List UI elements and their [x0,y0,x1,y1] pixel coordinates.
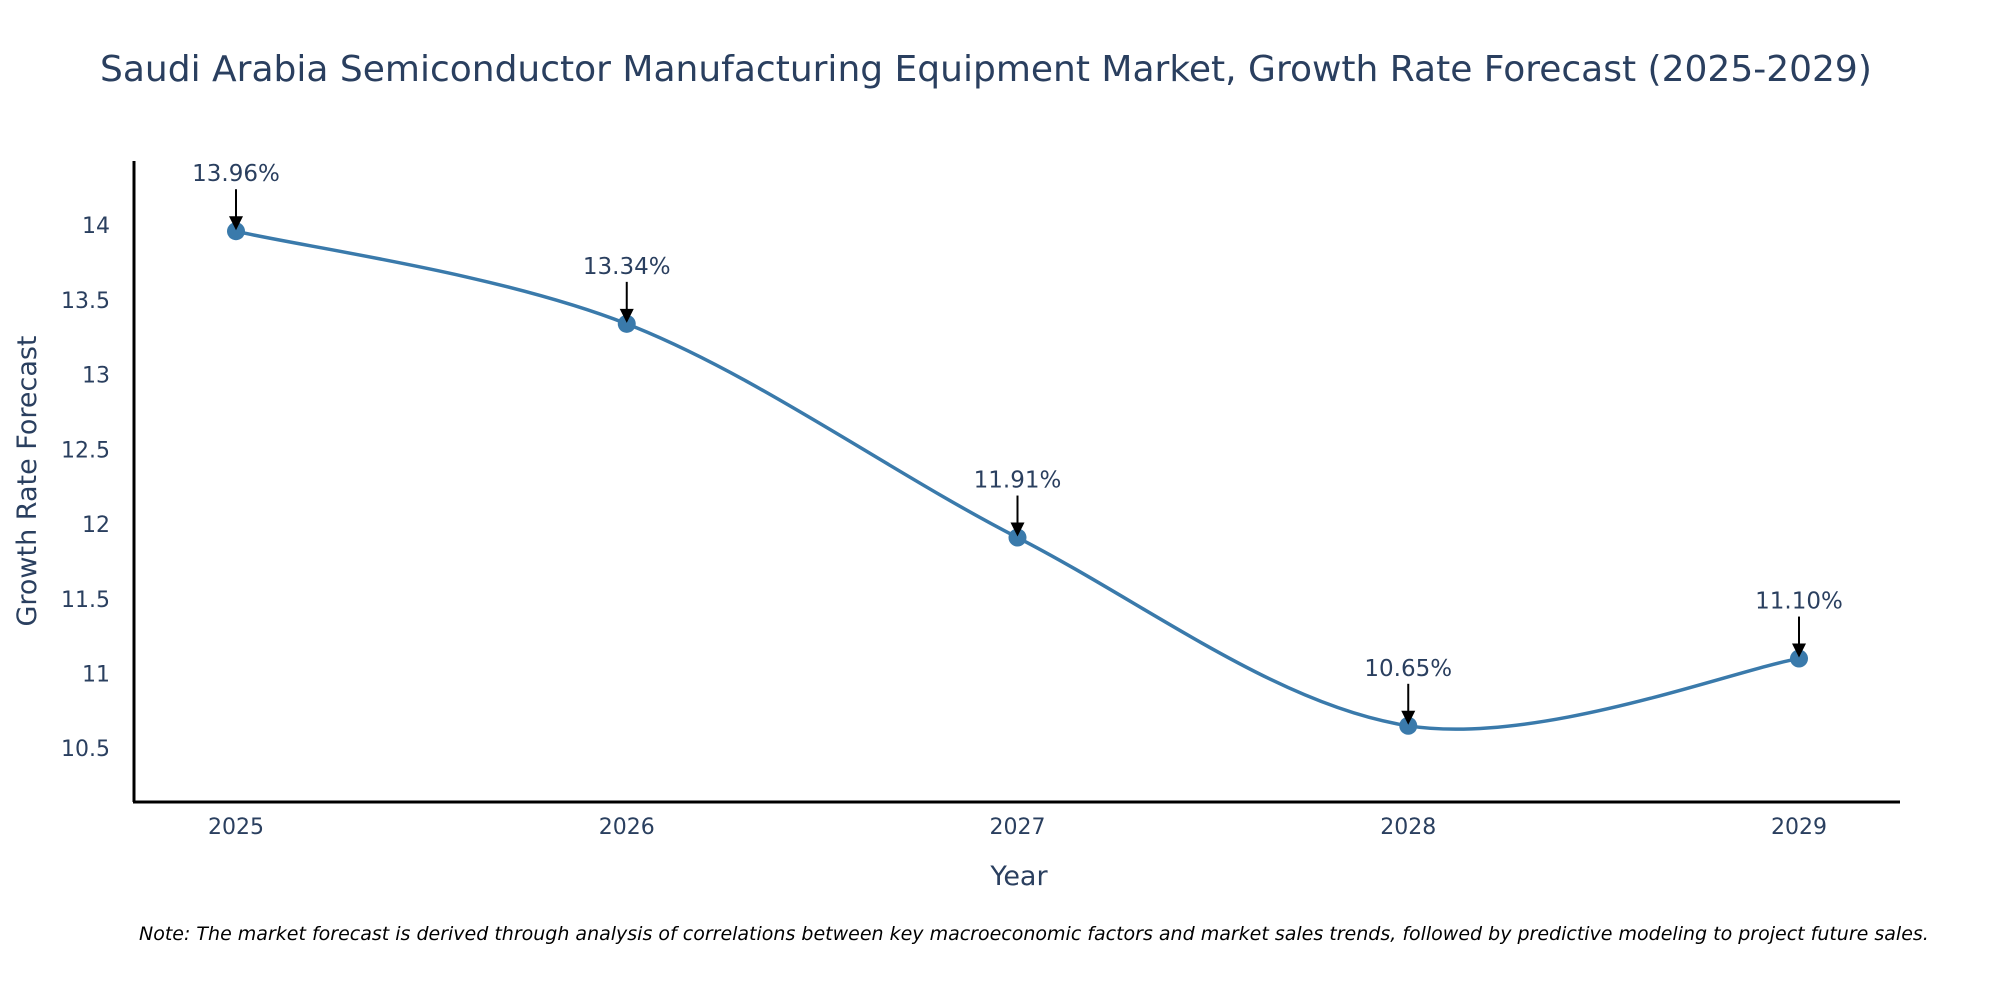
y-tick-label: 12 [82,513,110,538]
chart-note: Note: The market forecast is derived thr… [139,923,1929,945]
annotation-arrow-head [1792,643,1806,658]
y-axis-ticks: 10.5 11 11.5 12 12.5 13 13.5 14 [61,214,110,762]
data-label: 10.65% [1364,656,1452,682]
x-axis-ticks: 2025 2026 2027 2028 2029 [208,815,1827,840]
y-tick-label: 10.5 [61,737,110,762]
y-tick-label: 13.5 [61,289,110,314]
data-label: 11.10% [1755,589,1843,615]
data-point [1399,716,1418,735]
data-label: 13.96% [192,161,280,187]
y-axis-label: Growth Rate Forecast [12,335,43,626]
x-tick-label: 2029 [1771,815,1827,840]
annotation-arrow-head [619,308,634,323]
data-annotations: 13.96% 13.34% 11.91% 10.65% 11.10% [192,161,1843,725]
data-point [1790,649,1808,668]
y-tick-label: 13 [82,364,110,389]
chart-title: Saudi Arabia Semiconductor Manufacturing… [100,49,1872,90]
x-tick-label: 2027 [990,815,1046,840]
y-tick-label: 14 [82,214,110,239]
data-point [227,222,245,241]
x-tick-label: 2026 [599,815,655,840]
y-tick-label: 12.5 [61,438,110,463]
y-tick-label: 11.5 [61,588,110,613]
data-point [1008,528,1027,547]
y-tick-label: 11 [82,663,110,688]
data-label: 13.34% [583,254,671,280]
x-tick-label: 2025 [208,815,264,840]
x-axis-label: Year [989,861,1048,892]
x-tick-label: 2028 [1380,815,1436,840]
data-markers [227,222,1808,735]
annotation-arrow-head [229,216,243,231]
data-label: 11.91% [974,468,1062,494]
annotation-arrow-head [1010,522,1025,537]
data-point [617,314,636,333]
annotation-arrow-head [1401,710,1416,725]
